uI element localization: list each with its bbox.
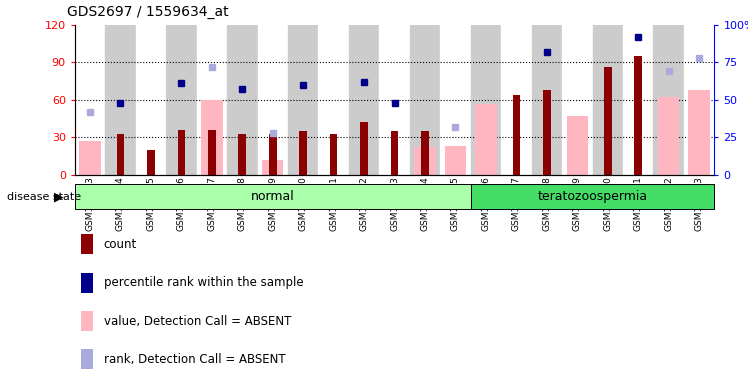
Bar <box>117 134 124 175</box>
Bar <box>239 134 246 175</box>
Bar <box>658 97 679 175</box>
Bar <box>288 25 319 175</box>
Bar <box>75 25 105 175</box>
Bar <box>532 25 562 175</box>
Bar <box>257 25 288 175</box>
Bar <box>82 349 93 369</box>
Bar <box>197 25 227 175</box>
Bar <box>445 146 466 175</box>
Bar <box>166 25 197 175</box>
Bar <box>623 25 654 175</box>
Bar <box>319 25 349 175</box>
Bar <box>269 134 277 175</box>
Bar <box>299 131 307 175</box>
Bar <box>414 147 435 175</box>
Bar <box>501 25 532 175</box>
Text: normal: normal <box>251 190 295 203</box>
Bar <box>208 130 215 175</box>
Text: percentile rank within the sample: percentile rank within the sample <box>103 276 303 289</box>
Text: disease state: disease state <box>7 192 82 202</box>
Bar <box>177 130 186 175</box>
Bar <box>604 67 612 175</box>
Text: value, Detection Call = ABSENT: value, Detection Call = ABSENT <box>103 314 291 328</box>
Text: GDS2697 / 1559634_at: GDS2697 / 1559634_at <box>67 5 229 19</box>
Bar <box>262 160 283 175</box>
Bar <box>349 25 379 175</box>
Text: count: count <box>103 238 137 251</box>
Bar <box>567 116 588 175</box>
Text: teratozoospermia: teratozoospermia <box>538 190 648 203</box>
Bar <box>421 131 429 175</box>
Text: rank, Detection Call = ABSENT: rank, Detection Call = ABSENT <box>103 353 285 366</box>
Bar <box>684 25 714 175</box>
Bar <box>390 131 399 175</box>
Bar <box>475 104 497 175</box>
Bar <box>82 273 93 293</box>
Bar <box>82 234 93 254</box>
Bar <box>634 56 642 175</box>
Bar <box>688 90 710 175</box>
Bar <box>147 150 155 175</box>
Bar <box>82 311 93 331</box>
Bar <box>470 25 501 175</box>
Bar <box>441 25 470 175</box>
Bar <box>654 25 684 175</box>
Bar <box>330 134 337 175</box>
Bar <box>543 90 551 175</box>
Bar <box>562 25 592 175</box>
Bar <box>361 122 368 175</box>
Text: ▶: ▶ <box>54 190 64 203</box>
Bar <box>592 25 623 175</box>
Bar <box>135 25 166 175</box>
Bar <box>79 141 101 175</box>
Bar <box>75 184 470 209</box>
Bar <box>105 25 135 175</box>
Bar <box>410 25 441 175</box>
Bar <box>227 25 257 175</box>
Bar <box>201 100 222 175</box>
Bar <box>379 25 410 175</box>
Bar <box>470 184 714 209</box>
Bar <box>512 95 520 175</box>
